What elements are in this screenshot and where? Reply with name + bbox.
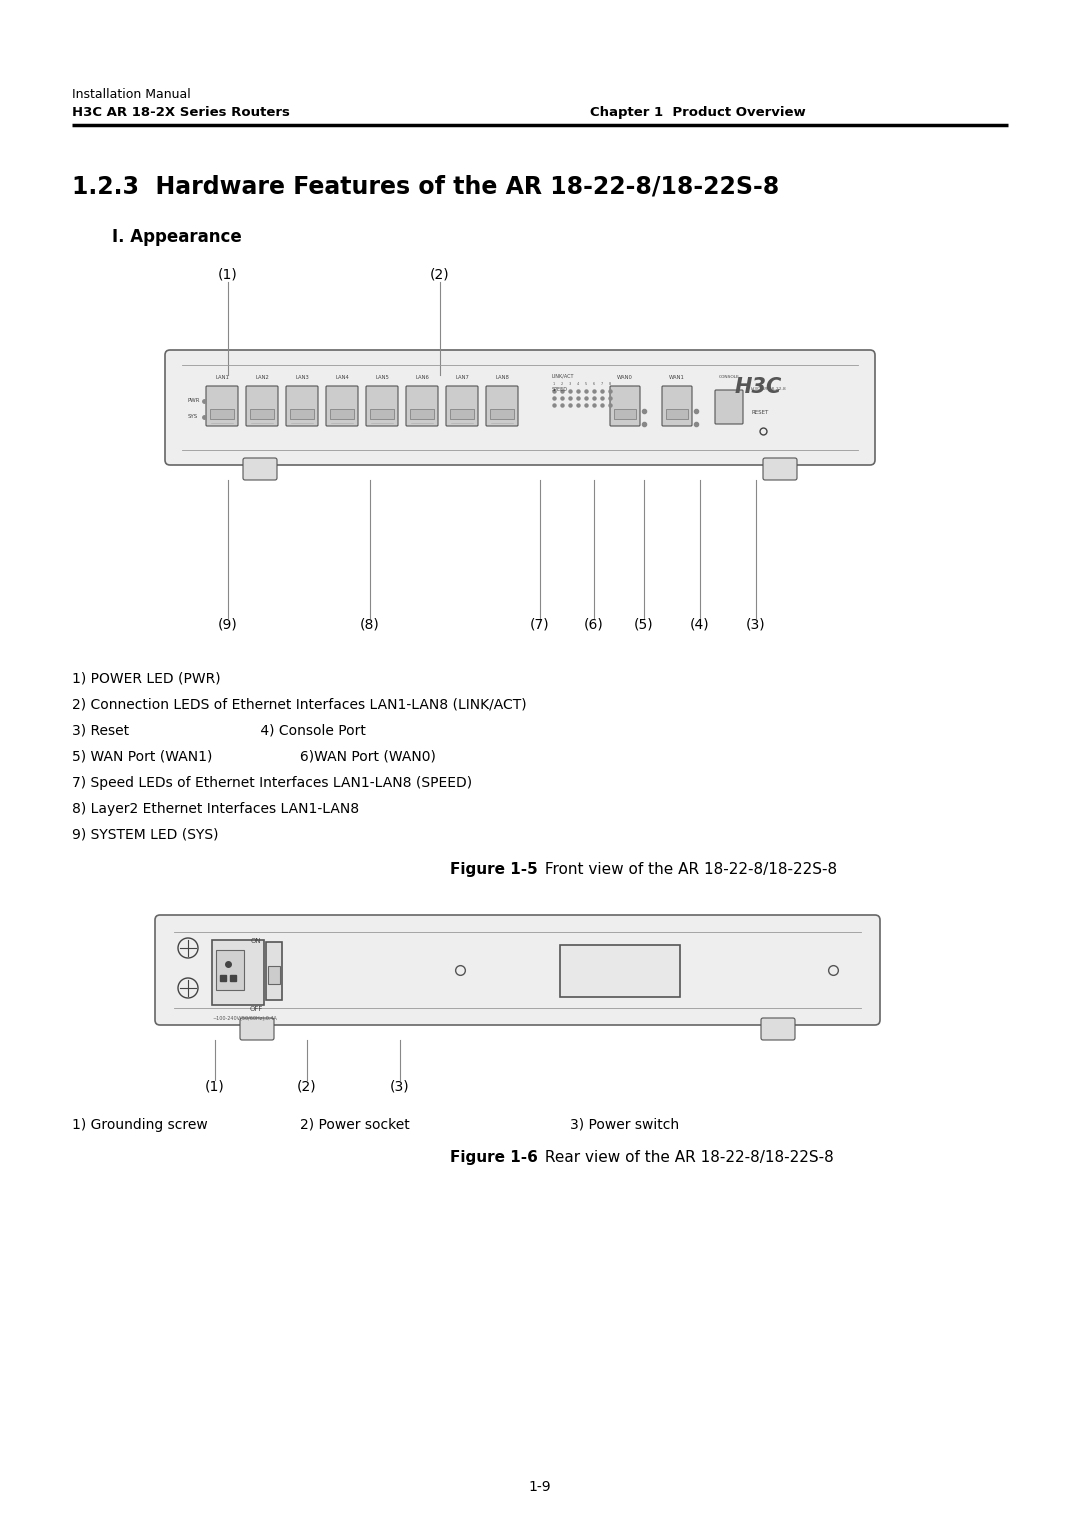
Text: LAN1: LAN1: [215, 376, 229, 380]
Text: ON: ON: [251, 938, 261, 944]
Text: PWR: PWR: [188, 399, 201, 403]
FancyBboxPatch shape: [286, 386, 318, 426]
Text: (2): (2): [430, 268, 449, 282]
Text: LAN8: LAN8: [495, 376, 509, 380]
FancyBboxPatch shape: [212, 940, 264, 1006]
Text: (1): (1): [218, 268, 238, 282]
FancyBboxPatch shape: [410, 409, 434, 419]
Text: 9) SYSTEM LED (SYS): 9) SYSTEM LED (SYS): [72, 828, 218, 842]
FancyBboxPatch shape: [210, 409, 234, 419]
Text: H3C AR 18-2X Series Routers: H3C AR 18-2X Series Routers: [72, 106, 289, 120]
FancyBboxPatch shape: [666, 409, 688, 419]
Text: (3): (3): [390, 1081, 409, 1095]
Text: 5: 5: [585, 382, 588, 386]
Text: 7: 7: [600, 382, 603, 386]
Text: Front view of the AR 18-22-8/18-22S-8: Front view of the AR 18-22-8/18-22S-8: [540, 862, 837, 877]
Text: Rear view of the AR 18-22-8/18-22S-8: Rear view of the AR 18-22-8/18-22S-8: [540, 1150, 834, 1165]
FancyBboxPatch shape: [762, 458, 797, 480]
FancyBboxPatch shape: [370, 409, 394, 419]
Text: WAN0: WAN0: [617, 376, 633, 380]
Text: SPEED: SPEED: [552, 386, 568, 392]
Text: 3: 3: [569, 382, 571, 386]
Text: (4): (4): [690, 618, 710, 632]
FancyBboxPatch shape: [330, 409, 354, 419]
FancyBboxPatch shape: [291, 409, 314, 419]
FancyBboxPatch shape: [246, 386, 278, 426]
FancyBboxPatch shape: [561, 944, 680, 996]
Text: SYS: SYS: [188, 414, 199, 420]
Text: (9): (9): [218, 618, 238, 632]
Text: 3) Power switch: 3) Power switch: [570, 1118, 679, 1131]
Text: 1.2.3  Hardware Features of the AR 18-22-8/18-22S-8: 1.2.3 Hardware Features of the AR 18-22-…: [72, 175, 780, 199]
Text: (1): (1): [205, 1081, 225, 1095]
Text: 2) Power socket: 2) Power socket: [300, 1118, 409, 1131]
FancyBboxPatch shape: [240, 1018, 274, 1039]
Text: 1) Grounding screw: 1) Grounding screw: [72, 1118, 207, 1131]
Text: LINK/ACT: LINK/ACT: [552, 373, 575, 379]
Text: 6: 6: [593, 382, 595, 386]
Text: 7) Speed LEDs of Ethernet Interfaces LAN1-LAN8 (SPEED): 7) Speed LEDs of Ethernet Interfaces LAN…: [72, 776, 472, 789]
Text: LAN4: LAN4: [335, 376, 349, 380]
Text: LAN7: LAN7: [455, 376, 469, 380]
Text: 4: 4: [577, 382, 579, 386]
FancyBboxPatch shape: [206, 386, 238, 426]
Text: 2) Connection LEDS of Ethernet Interfaces LAN1-LAN8 (LINK/ACT): 2) Connection LEDS of Ethernet Interface…: [72, 698, 527, 711]
FancyBboxPatch shape: [156, 915, 880, 1026]
FancyBboxPatch shape: [761, 1018, 795, 1039]
Text: CONSOLE: CONSOLE: [718, 376, 740, 379]
FancyBboxPatch shape: [326, 386, 357, 426]
FancyBboxPatch shape: [268, 966, 280, 984]
Text: Figure 1-6: Figure 1-6: [450, 1150, 538, 1165]
Text: Figure 1-5: Figure 1-5: [450, 862, 538, 877]
FancyBboxPatch shape: [366, 386, 399, 426]
FancyBboxPatch shape: [446, 386, 478, 426]
Text: I. Appearance: I. Appearance: [112, 228, 242, 245]
Text: 1-9: 1-9: [529, 1479, 551, 1495]
FancyBboxPatch shape: [249, 409, 274, 419]
FancyBboxPatch shape: [715, 389, 743, 425]
Text: ~100-240V(50/60Hz),0.4A: ~100-240V(50/60Hz),0.4A: [212, 1016, 276, 1021]
Text: 1: 1: [553, 382, 555, 386]
FancyBboxPatch shape: [486, 386, 518, 426]
Text: (8): (8): [360, 618, 380, 632]
Text: 1) POWER LED (PWR): 1) POWER LED (PWR): [72, 671, 220, 685]
Text: (2): (2): [297, 1081, 316, 1095]
Text: Installation Manual: Installation Manual: [72, 87, 191, 101]
Text: 3) Reset                              4) Console Port: 3) Reset 4) Console Port: [72, 724, 366, 737]
Text: 8: 8: [609, 382, 611, 386]
FancyBboxPatch shape: [243, 458, 276, 480]
FancyBboxPatch shape: [490, 409, 514, 419]
Text: H3C AR 18-22-8: H3C AR 18-22-8: [751, 386, 786, 391]
Text: LAN2: LAN2: [255, 376, 269, 380]
Text: LAN3: LAN3: [295, 376, 309, 380]
Text: WAN1: WAN1: [670, 376, 685, 380]
Text: OFF: OFF: [249, 1006, 262, 1012]
Text: LAN6: LAN6: [415, 376, 429, 380]
FancyBboxPatch shape: [662, 386, 692, 426]
Text: (3): (3): [746, 618, 766, 632]
FancyBboxPatch shape: [266, 941, 282, 1000]
Text: RESET: RESET: [751, 409, 768, 415]
Text: (7): (7): [530, 618, 550, 632]
FancyBboxPatch shape: [615, 409, 636, 419]
Text: (5): (5): [634, 618, 653, 632]
FancyBboxPatch shape: [450, 409, 474, 419]
Text: Chapter 1  Product Overview: Chapter 1 Product Overview: [590, 106, 806, 120]
Text: (6): (6): [584, 618, 604, 632]
Text: H3C: H3C: [735, 377, 782, 397]
FancyBboxPatch shape: [406, 386, 438, 426]
Text: LAN5: LAN5: [375, 376, 389, 380]
FancyBboxPatch shape: [216, 950, 244, 990]
Text: 2: 2: [561, 382, 563, 386]
FancyBboxPatch shape: [610, 386, 640, 426]
Text: 8) Layer2 Ethernet Interfaces LAN1-LAN8: 8) Layer2 Ethernet Interfaces LAN1-LAN8: [72, 802, 360, 816]
Text: 5) WAN Port (WAN1)                    6)WAN Port (WAN0): 5) WAN Port (WAN1) 6)WAN Port (WAN0): [72, 750, 436, 763]
FancyBboxPatch shape: [165, 350, 875, 464]
